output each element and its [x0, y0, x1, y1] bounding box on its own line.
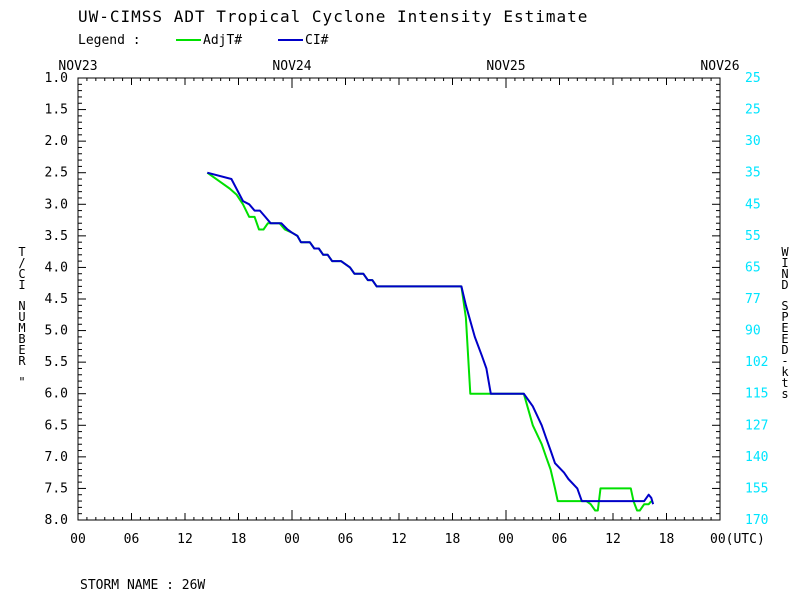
y-tick-label-right: 55: [745, 229, 761, 244]
y-tick-label-right: 170: [745, 513, 768, 528]
legend: Legend : AdjT# CI#: [78, 33, 329, 48]
x-tick-label: 18: [445, 532, 461, 547]
y-tick-label-right: 90: [745, 324, 761, 339]
y-tick-label-left: 5.0: [45, 324, 68, 339]
y-tick-label-left: 7.5: [45, 481, 68, 496]
x-tick-label: 06: [338, 532, 354, 547]
plot-frame: [77, 77, 721, 521]
x-tick-label: 12: [177, 532, 193, 547]
y-tick-label-right: 140: [745, 450, 768, 465]
x-tick-label: 06: [124, 532, 140, 547]
y-tick-label-right: 115: [745, 387, 768, 402]
legend-label: Legend :: [78, 33, 141, 48]
y-tick-label-right: 30: [745, 134, 761, 149]
x-tick-label: 18: [231, 532, 247, 547]
y-tick-label-left: 3.0: [45, 197, 68, 212]
y-tick-label-left: 1.5: [45, 103, 68, 118]
date-label: NOV25: [486, 59, 525, 74]
x-tick-label: 12: [605, 532, 621, 547]
y-tick-label-right: 35: [745, 166, 761, 181]
y-tick-label-right: 25: [745, 71, 761, 86]
x-tick-label: 12: [391, 532, 407, 547]
x-tick-label: 00: [284, 532, 300, 547]
y-axis-labels-left: 1.0 1.5 2.0 2.5 3.0 3.5 4.0 4.5 5.0 5.5 6.0 6.5 7.0 7…: [45, 71, 68, 528]
y-tick-label-right: 65: [745, 260, 761, 275]
y-tick-label-left: 8.0: [45, 513, 68, 528]
x-tick-label: 00(UTC): [710, 532, 765, 547]
legend-ci-label: CI#: [305, 33, 329, 48]
y-tick-label-left: 7.0: [45, 450, 68, 465]
date-label: NOV26: [700, 59, 739, 74]
x-tick-label: 06: [552, 532, 568, 547]
y-tick-label-left: 5.5: [45, 355, 68, 370]
date-labels: NOV23 NOV24 NOV25 NOV26: [58, 59, 739, 74]
y-tick-label-right: 155: [745, 481, 768, 496]
y-tick-label-left: 6.0: [45, 387, 68, 402]
x-tick-label: 00: [70, 532, 86, 547]
y-tick-label-left: 6.5: [45, 418, 68, 433]
y-tick-label-left: 3.5: [45, 229, 68, 244]
y-tick-label-right: 45: [745, 197, 761, 212]
legend-adj-label: AdjT#: [203, 33, 242, 48]
chart-title: UW-CIMSS ADT Tropical Cyclone Intensity …: [78, 7, 588, 26]
x-tick-label: 18: [659, 532, 675, 547]
series-lines: [206, 171, 655, 512]
x-axis-labels: 00 06 12 18 00 06 12 18 00 06 12 18 00(UTC): [70, 532, 765, 547]
y-tick-label-left: 2.5: [45, 166, 68, 181]
y-tick-label-left: 4.0: [45, 260, 68, 275]
y-tick-label-left: 1.0: [45, 71, 68, 86]
y-tick-label-right: 127: [745, 418, 768, 433]
y-tick-label-right: 77: [745, 292, 761, 307]
y-tick-label-right: 25: [745, 103, 761, 118]
date-label: NOV23: [58, 59, 97, 74]
y-tick-label-left: 2.0: [45, 134, 68, 149]
y-tick-label-left: 4.5: [45, 292, 68, 307]
date-label: NOV24: [272, 59, 311, 74]
y-tick-label-right: 102: [745, 355, 768, 370]
x-tick-label: 00: [498, 532, 514, 547]
series-ci-line: [207, 171, 655, 505]
y-axis-labels-right: 25 25 30 35 45 55 65 77 90 102 115 127 140 155 170: [745, 71, 768, 528]
axis-ticks: [77, 77, 721, 521]
storm-name: STORM NAME : 26W: [80, 578, 205, 593]
